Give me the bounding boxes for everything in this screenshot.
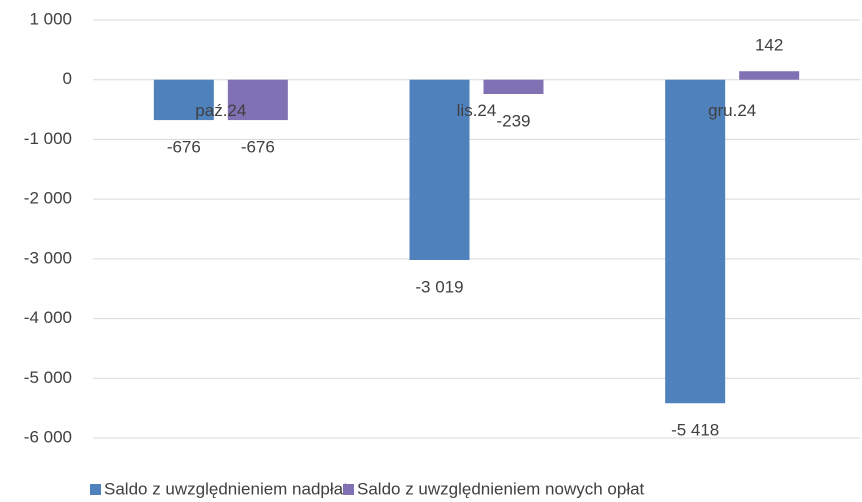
value-label: -676 (241, 138, 275, 157)
bar (739, 71, 800, 80)
value-label: -3 019 (415, 277, 463, 296)
legend-label: Saldo z uwzględnieniem nowych opłat (357, 479, 645, 498)
value-label: -5 418 (671, 421, 719, 440)
value-label: -676 (167, 138, 201, 157)
value-label: -239 (496, 111, 530, 130)
x-tick-label: paź.24 (195, 101, 246, 120)
y-tick-label: -1 000 (24, 129, 72, 148)
bar (665, 79, 726, 404)
legend-swatch (90, 484, 101, 495)
legend-swatch (343, 484, 354, 495)
bar (409, 79, 470, 260)
bar (483, 79, 544, 94)
y-tick-label: -4 000 (24, 308, 72, 327)
y-tick-label: 0 (63, 69, 72, 88)
y-tick-label: -3 000 (24, 248, 72, 267)
bar (153, 79, 214, 121)
bar (227, 79, 288, 121)
y-tick-label: -5 000 (24, 368, 72, 387)
y-tick-label: -6 000 (24, 427, 72, 446)
legend-label: Saldo z uwzględnieniem nadpłat (104, 479, 348, 498)
value-label: 142 (755, 36, 783, 55)
x-tick-label: lis.24 (457, 101, 497, 120)
y-tick-label: -2 000 (24, 189, 72, 208)
y-tick-label: 1 000 (29, 9, 72, 28)
x-tick-label: gru.24 (708, 101, 756, 120)
